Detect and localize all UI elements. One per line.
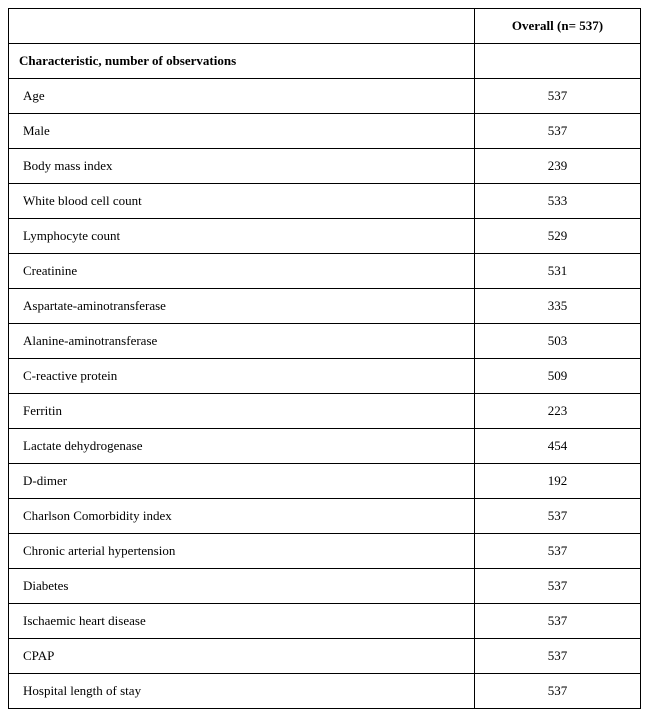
table-row: Lactate dehydrogenase454 <box>9 429 641 464</box>
row-value: 239 <box>475 149 641 184</box>
row-value: 533 <box>475 184 641 219</box>
row-label: D-dimer <box>9 464 475 499</box>
row-label: Charlson Comorbidity index <box>9 499 475 534</box>
row-label: Age <box>9 79 475 114</box>
row-value: 537 <box>475 604 641 639</box>
row-value: 537 <box>475 674 641 709</box>
row-label: C-reactive protein <box>9 359 475 394</box>
table-row: Creatinine531 <box>9 254 641 289</box>
table-row: Ferritin223 <box>9 394 641 429</box>
row-label: White blood cell count <box>9 184 475 219</box>
table-row: Chronic arterial hypertension537 <box>9 534 641 569</box>
row-label: Male <box>9 114 475 149</box>
table-body: Overall (n= 537) Characteristic, number … <box>9 9 641 709</box>
row-value: 509 <box>475 359 641 394</box>
row-label: Lactate dehydrogenase <box>9 429 475 464</box>
row-value: 537 <box>475 499 641 534</box>
row-value: 503 <box>475 324 641 359</box>
row-value: 537 <box>475 114 641 149</box>
table-row: Age537 <box>9 79 641 114</box>
row-label: Alanine-aminotransferase <box>9 324 475 359</box>
row-value: 537 <box>475 569 641 604</box>
row-label: Hospital length of stay <box>9 674 475 709</box>
table-row: D-dimer192 <box>9 464 641 499</box>
row-value: 537 <box>475 534 641 569</box>
row-value: 537 <box>475 639 641 674</box>
row-label: Ischaemic heart disease <box>9 604 475 639</box>
table-row: Lymphocyte count529 <box>9 219 641 254</box>
table-row: Aspartate-aminotransferase335 <box>9 289 641 324</box>
row-value: 335 <box>475 289 641 324</box>
row-value: 454 <box>475 429 641 464</box>
table-row: C-reactive protein509 <box>9 359 641 394</box>
row-label: Ferritin <box>9 394 475 429</box>
row-label: Creatinine <box>9 254 475 289</box>
header-value-column: Overall (n= 537) <box>475 9 641 44</box>
table-row: Male537 <box>9 114 641 149</box>
table-row: White blood cell count533 <box>9 184 641 219</box>
row-value: 529 <box>475 219 641 254</box>
header-label-column: Characteristic, number of observations <box>9 44 475 79</box>
header-row-2: Characteristic, number of observations <box>9 44 641 79</box>
row-label: Diabetes <box>9 569 475 604</box>
row-value: 192 <box>475 464 641 499</box>
row-label: Chronic arterial hypertension <box>9 534 475 569</box>
row-label: Lymphocyte count <box>9 219 475 254</box>
table-row: Charlson Comorbidity index537 <box>9 499 641 534</box>
characteristics-table: Overall (n= 537) Characteristic, number … <box>8 8 641 709</box>
table-row: Diabetes537 <box>9 569 641 604</box>
row-label: CPAP <box>9 639 475 674</box>
row-value: 537 <box>475 79 641 114</box>
row-value: 223 <box>475 394 641 429</box>
table-row: Alanine-aminotransferase503 <box>9 324 641 359</box>
header-empty-cell <box>9 9 475 44</box>
table-row: Ischaemic heart disease537 <box>9 604 641 639</box>
table-row: Hospital length of stay537 <box>9 674 641 709</box>
header-value-empty <box>475 44 641 79</box>
row-label: Aspartate-aminotransferase <box>9 289 475 324</box>
header-row-1: Overall (n= 537) <box>9 9 641 44</box>
row-value: 531 <box>475 254 641 289</box>
table-row: Body mass index239 <box>9 149 641 184</box>
row-label: Body mass index <box>9 149 475 184</box>
table-row: CPAP537 <box>9 639 641 674</box>
